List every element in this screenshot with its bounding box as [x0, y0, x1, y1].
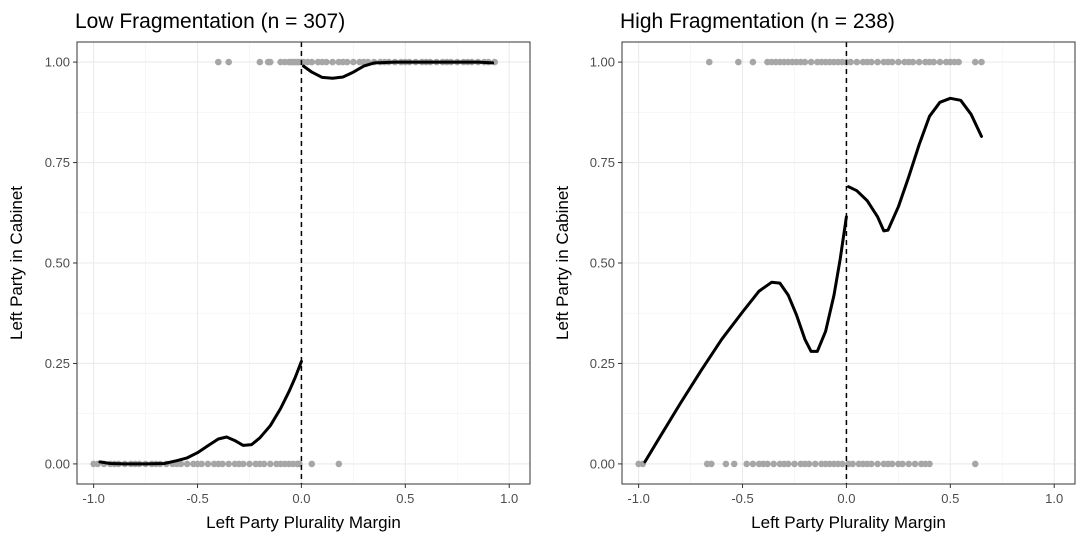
- data-point: [971, 460, 979, 468]
- data-point: [219, 460, 226, 468]
- y-tick-label: 0.00: [590, 456, 615, 471]
- data-point: [215, 58, 222, 66]
- data-point: [177, 460, 185, 468]
- data-point: [895, 58, 902, 66]
- x-axis-title: Left Party Plurality Margin: [206, 513, 401, 532]
- data-point: [256, 58, 264, 66]
- smooth-line-left: [643, 215, 848, 464]
- data-point: [308, 58, 316, 66]
- data-point: [260, 460, 268, 468]
- data-point: [705, 58, 713, 66]
- data-point: [807, 58, 815, 66]
- x-axis-title: Left Party Plurality Margin: [751, 513, 946, 532]
- y-axis-title: Left Party in Cabinet: [7, 186, 26, 340]
- data-point: [868, 460, 875, 468]
- data-point: [708, 460, 715, 468]
- x-tick-label: -0.5: [186, 491, 208, 506]
- x-tick-label: 1.0: [500, 491, 518, 506]
- y-tick-label: 0.50: [45, 256, 70, 271]
- data-point: [343, 58, 351, 66]
- data-point: [888, 58, 896, 66]
- data-point: [735, 58, 742, 66]
- data-point: [225, 58, 232, 66]
- x-tick-label: 0.0: [292, 491, 310, 506]
- data-point: [743, 460, 750, 468]
- data-point: [730, 460, 738, 468]
- data-point: [266, 58, 274, 66]
- smooth-line-left: [98, 359, 303, 466]
- y-tick-label: 1.00: [590, 55, 615, 70]
- panel-low-fragmentation: -1.0 -0.5 0.0 0.5 1.0 0.00 0.25 0.50 0.75 1.00 Low…: [7, 10, 531, 532]
- x-tick-label: 0.5: [396, 491, 414, 506]
- smooth-line-right: [847, 96, 983, 233]
- data-point: [225, 460, 232, 468]
- y-tick-label: 0.75: [45, 155, 70, 170]
- x-tick-label: 0.5: [941, 491, 959, 506]
- y-tick-label: 0.00: [45, 456, 70, 471]
- data-point: [764, 460, 771, 468]
- data-point: [183, 460, 191, 468]
- data-point: [335, 460, 343, 468]
- data-point: [874, 58, 881, 66]
- data-point: [888, 460, 896, 468]
- data-point: [246, 460, 253, 468]
- data-point: [926, 460, 933, 468]
- panel-title: High Fragmentation (n = 238): [620, 10, 895, 33]
- data-point: [749, 460, 757, 468]
- data-point: [266, 460, 274, 468]
- data-point: [955, 58, 962, 66]
- data-point: [978, 58, 985, 66]
- data-point: [930, 58, 937, 66]
- data-point: [971, 58, 979, 66]
- y-tick-label: 0.50: [590, 256, 615, 271]
- data-point: [329, 58, 336, 66]
- x-tick-label: -1.0: [627, 491, 649, 506]
- data-point: [784, 460, 792, 468]
- data-point: [911, 460, 919, 468]
- data-point: [838, 460, 846, 468]
- data-point: [323, 58, 330, 66]
- x-tick-label: -0.5: [731, 491, 753, 506]
- smooth-line-right: [302, 60, 495, 80]
- data-point: [899, 460, 906, 468]
- data-point: [909, 58, 917, 66]
- data-point: [849, 460, 856, 468]
- data-point: [868, 58, 875, 66]
- data-point: [350, 58, 357, 66]
- data-point: [770, 460, 777, 468]
- data-point: [847, 58, 854, 66]
- data-point: [915, 58, 923, 66]
- data-point: [791, 460, 798, 468]
- data-point: [853, 58, 861, 66]
- data-point: [801, 58, 809, 66]
- panel-high-fragmentation: -1.0 -0.5 0.0 0.5 1.0 0.00 0.25 0.50 0.75 1.00 Hig…: [553, 10, 1076, 532]
- data-point: [204, 460, 212, 468]
- data-point: [749, 58, 757, 66]
- y-axis-title: Left Party in Cabinet: [553, 186, 572, 340]
- y-tick-label: 0.75: [590, 155, 615, 170]
- data-point: [905, 460, 913, 468]
- panel-title: Low Fragmentation (n = 307): [75, 10, 345, 33]
- data-point: [936, 58, 944, 66]
- y-tick-label: 0.25: [590, 356, 615, 371]
- x-tick-label: 1.0: [1045, 491, 1063, 506]
- y-tick-label: 0.25: [45, 356, 70, 371]
- data-point: [308, 460, 316, 468]
- x-tick-label: -1.0: [82, 491, 104, 506]
- data-point: [805, 460, 813, 468]
- data-point: [722, 460, 730, 468]
- data-point: [239, 460, 247, 468]
- data-point: [811, 460, 819, 468]
- y-tick-label: 1.00: [45, 55, 70, 70]
- x-tick-label: 0.0: [837, 491, 855, 506]
- data-point: [198, 460, 205, 468]
- data-point: [874, 460, 881, 468]
